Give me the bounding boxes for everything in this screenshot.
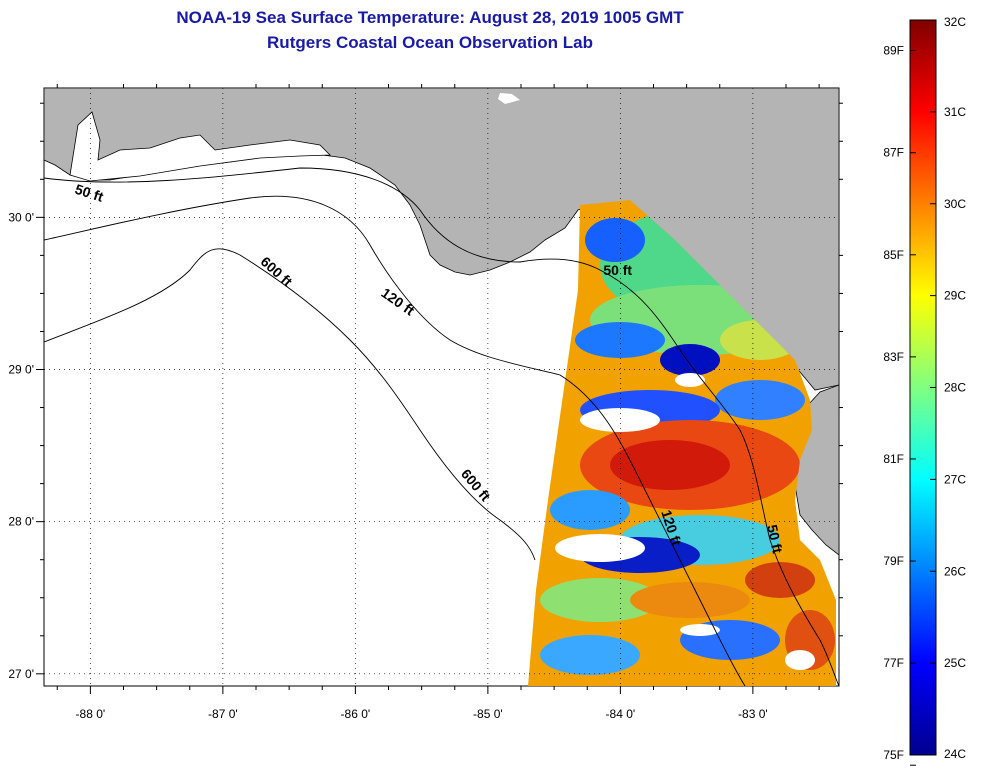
- contour-120ft: [44, 195, 746, 686]
- colorbar-fahrenheit-label: 75F: [883, 748, 904, 762]
- lat-tick-label: 28 0': [8, 515, 34, 529]
- lat-tick-label: 29 0': [8, 363, 34, 377]
- colorbar-fahrenheit-label: 89F: [883, 44, 904, 58]
- axis-labels: -88 0' -87 0' -86 0' -85 0' -84 0' -83 0' 30 0…: [8, 210, 767, 721]
- contour-label: 50 ft: [603, 262, 632, 278]
- colorbar-celsius-label: 26C: [944, 564, 966, 578]
- colorbar-fahrenheit-label: 81F: [883, 452, 904, 466]
- lat-tick-label: 27 0': [8, 667, 34, 681]
- colorbar-celsius-label: 25C: [944, 656, 966, 670]
- axis-ticks: [36, 84, 843, 694]
- colorbar-celsius-label: 31C: [944, 105, 966, 119]
- contour-label: 50 ft: [764, 523, 786, 555]
- lon-tick-label: -87 0': [208, 707, 238, 721]
- contour-600ft: [44, 248, 536, 561]
- colorbar-celsius-label: 29C: [944, 289, 966, 303]
- contour-50ft-north: [44, 167, 839, 686]
- colorbar-fahrenheit-label: 87F: [883, 146, 904, 160]
- map-title: NOAA-19 Sea Surface Temperature: August …: [176, 8, 684, 27]
- colorbar-celsius-label: 27C: [944, 472, 966, 486]
- colorbar-fahrenheit-label: 79F: [883, 554, 904, 568]
- lat-tick-label: 30 0': [8, 210, 34, 224]
- map-subtitle: Rutgers Coastal Ocean Observation Lab: [267, 33, 593, 52]
- lon-tick-label: -86 0': [341, 707, 371, 721]
- lon-tick-label: -88 0': [76, 707, 106, 721]
- lon-tick-label: -83 0': [738, 707, 768, 721]
- lon-tick-label: -84 0': [606, 707, 636, 721]
- colorbar-celsius-label: 28C: [944, 381, 966, 395]
- land-bay-inlet: [69, 111, 331, 182]
- colorbar-celsius-label: 32C: [944, 15, 966, 29]
- colorbar-fahrenheit-label: 85F: [883, 248, 904, 262]
- colorbar-fahrenheit-label: 77F: [883, 656, 904, 670]
- lon-tick-label: -85 0': [473, 707, 503, 721]
- colorbar-celsius-label: 24C: [944, 747, 966, 761]
- colorbar-labels: 32C 31C 30C 29C 28C 27C 26C 25C 24C 89F 87F 85F 83F 8…: [883, 15, 966, 762]
- colorbar-ticks: [910, 19, 936, 766]
- colorbar-celsius-label: 30C: [944, 197, 966, 211]
- colorbar-fahrenheit-label: 83F: [883, 350, 904, 364]
- land-island: [498, 93, 520, 104]
